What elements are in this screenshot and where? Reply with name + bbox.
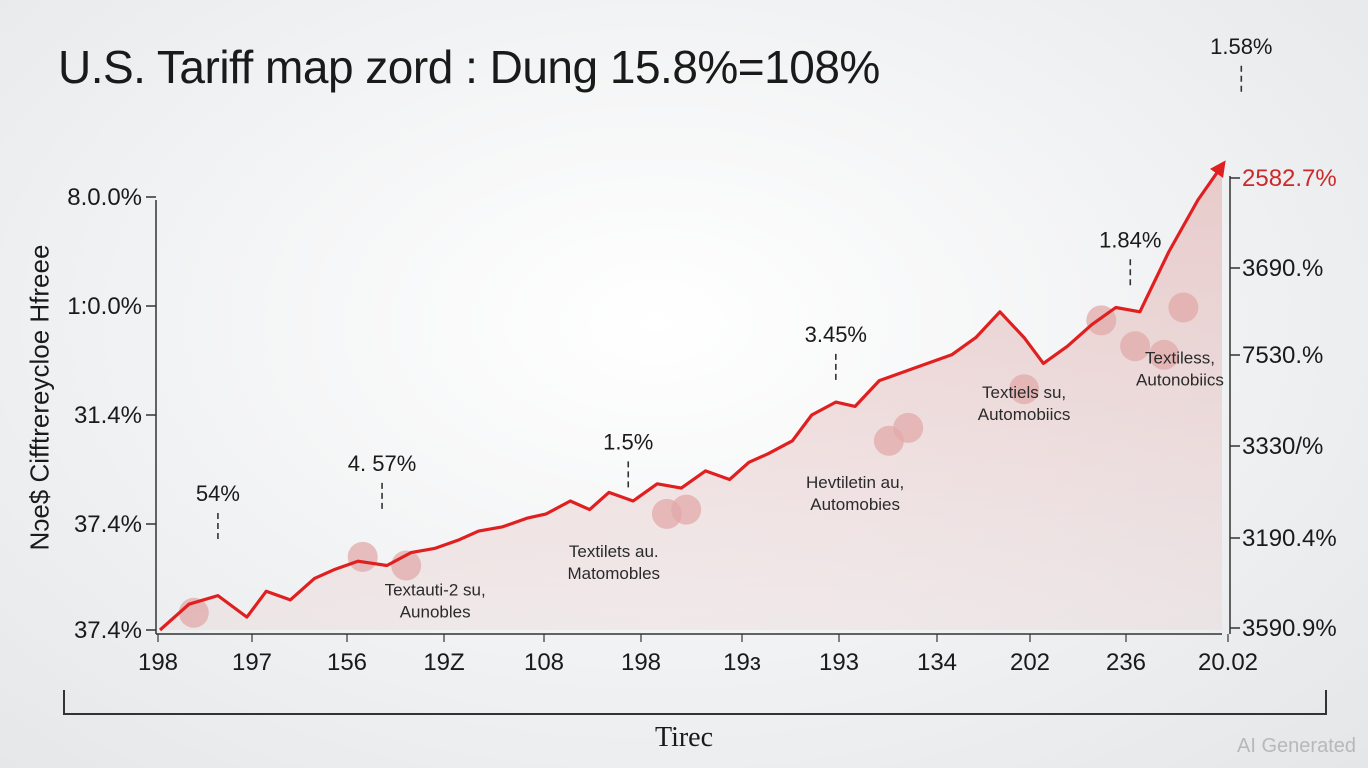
x-tick-label-4: 108 bbox=[524, 649, 564, 676]
category-label-3-line1: Textiels su, bbox=[982, 383, 1066, 402]
category-label-1-line1: Textilets au. bbox=[569, 542, 659, 561]
data-marker-6 bbox=[893, 412, 924, 443]
x-tick-label-10: 236 bbox=[1106, 649, 1146, 676]
x-tick-label-3: 19Z bbox=[423, 649, 464, 676]
y-tick-label-left-0: 8.0.0% bbox=[67, 184, 142, 211]
y-tick-label-right-2: 7530.% bbox=[1242, 342, 1323, 369]
series-line bbox=[158, 160, 1226, 632]
x-bracket bbox=[63, 690, 1327, 715]
annotation-value-2: 1.5% bbox=[603, 429, 653, 454]
watermark: AI Generated bbox=[1237, 735, 1356, 757]
category-label-2-line2: Automobies bbox=[810, 495, 900, 514]
annotation-value-3: 3.45% bbox=[805, 322, 867, 347]
data-marker-11 bbox=[1168, 292, 1199, 323]
y-tick-label-right-1: 3690.% bbox=[1242, 255, 1323, 282]
y-tick-label-right-4: 3190.4% bbox=[1242, 525, 1337, 552]
y-tick-label-left-1: 1:0.0% bbox=[67, 293, 142, 320]
annotation-value-1: 4. 57% bbox=[348, 451, 417, 476]
y-tick-label-right-5: 3590.9% bbox=[1242, 615, 1337, 642]
y-tick-label-right-0: 2582.7% bbox=[1242, 165, 1337, 192]
x-tick-label-6: 19ɜ bbox=[723, 649, 761, 676]
y-tick-label-left-4: 37.4% bbox=[74, 617, 142, 644]
data-marker-4 bbox=[671, 494, 702, 525]
data-marker-7 bbox=[1009, 374, 1040, 405]
x-tick-label-9: 202 bbox=[1010, 649, 1050, 676]
category-label-0-line1: Textauti-2 su, bbox=[385, 581, 486, 600]
y-tick-label-right-3: 3330/% bbox=[1242, 433, 1323, 460]
data-marker-10 bbox=[1149, 339, 1180, 370]
category-label-1-line2: Matomobles bbox=[567, 564, 660, 583]
category-label-4-line2: Autonobiics bbox=[1136, 370, 1224, 389]
chart-title: U.S. Tariff map zord : Dung 15.8%=108% bbox=[58, 41, 880, 93]
category-label-3-line2: Automobiics bbox=[978, 405, 1071, 424]
x-tick-label-1: 197 bbox=[232, 649, 272, 676]
category-label-2-line1: Hevtiletin au, bbox=[806, 473, 904, 492]
annotation-value-4: 1.84% bbox=[1099, 227, 1161, 252]
data-marker-1 bbox=[347, 541, 378, 572]
x-tick-label-5: 198 bbox=[621, 649, 661, 676]
category-label-0-line2: Aunobles bbox=[400, 603, 471, 622]
x-axis-label: Tirec bbox=[654, 722, 714, 753]
x-tick-label-7: 193 bbox=[819, 649, 859, 676]
data-marker-9 bbox=[1120, 331, 1151, 362]
y-tick-label-left-3: 37.4% bbox=[74, 511, 142, 538]
x-tick-label-2: 156 bbox=[327, 649, 367, 676]
category-label-4-line1: Textiless, bbox=[1145, 348, 1215, 367]
x-tick-label-8: 134 bbox=[917, 649, 957, 676]
x-tick-label-11: 20.02 bbox=[1198, 649, 1258, 676]
area-fill bbox=[160, 165, 1222, 630]
annotation-value-0: 54% bbox=[196, 481, 240, 506]
annotation-value-5: 1.58% bbox=[1210, 34, 1272, 59]
x-tick-label-0: 198 bbox=[138, 649, 178, 676]
y-tick-label-left-2: 31.4% bbox=[74, 402, 142, 429]
